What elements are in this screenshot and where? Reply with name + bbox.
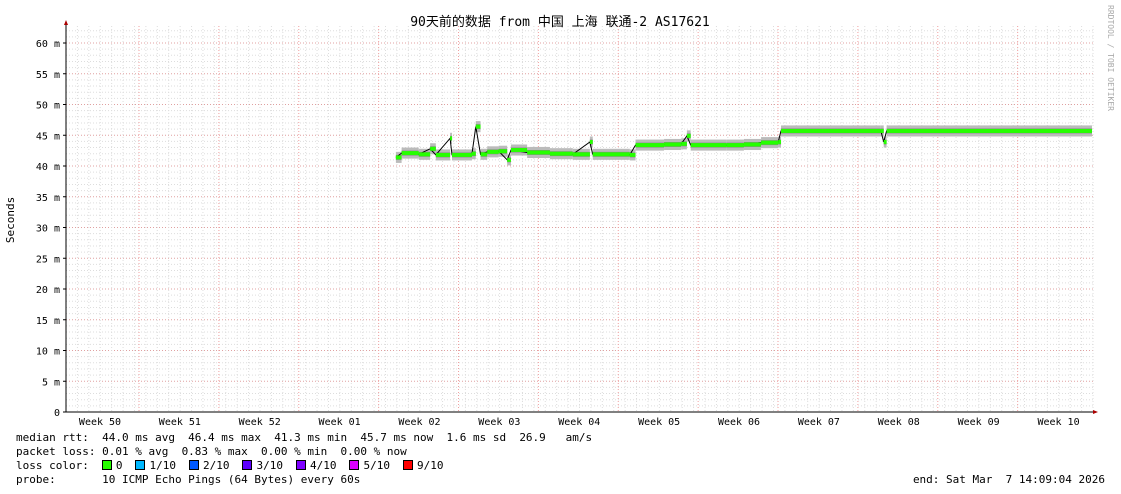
x-tick-label: Week 05 [638,417,680,428]
median-point [452,152,472,157]
end-time: end: Sat Mar 7 14:09:04 2026 [912,473,1105,486]
x-tick-label: Week 03 [478,417,520,428]
loss-color-swatch [135,460,146,470]
median-point [480,152,488,157]
y-axis-arrow [64,20,68,25]
loss-color-item: 1/10 [135,459,176,472]
median-point [681,141,687,146]
y-tick-label: 45 m [36,131,60,142]
x-tick-label: Week 06 [718,417,760,428]
median-point [880,128,884,133]
y-tick-label: 30 m [36,224,60,235]
x-tick-label: Week 02 [398,417,440,428]
median-rtt-stats: median rtt: 44.0 ms avg 46.4 ms max 41.3… [16,431,593,444]
loss-color-item: 4/10 [295,459,337,472]
median-point [475,124,481,129]
median-point [471,151,476,156]
median-point [778,140,782,145]
x-tick-label: Week 52 [239,417,281,428]
chart-title: 90天前的数据 from 中国 上海 联通-2 AS17621 [410,14,710,30]
y-tick-label: 25 m [36,254,60,265]
median-point [395,155,402,160]
x-tick-label: Week 09 [958,417,1000,428]
loss-color-swatch [188,460,199,470]
median-point [401,151,419,156]
median-point [430,146,436,151]
loss-color-item: 9/10 [402,459,444,472]
loss-color-swatch [295,460,306,470]
median-point [664,142,682,147]
loss-color-label: 1/10 [149,459,176,472]
y-tick-label: 55 m [36,70,60,81]
median-point [435,152,451,157]
y-tick-label: 40 m [36,162,60,173]
median-point [686,133,691,138]
loss-color-item: 3/10 [242,459,283,472]
loss-color-legend: loss color: 0 1/10 2/10 3/10 4/10 5/10 9/10 [16,459,456,473]
probe-info: probe: 10 ICMP Echo Pings (64 Bytes) eve… [16,473,361,486]
loss-color-label: loss color: [16,459,89,472]
median-point [690,143,727,148]
loss-color-items: 0 1/10 2/10 3/10 4/10 5/10 9/10 [101,459,457,472]
y-tick-label: 60 m [36,39,60,50]
median-point [761,140,779,145]
median-point [450,136,453,141]
y-axis-label: Seconds [4,197,17,243]
x-tick-label: Week 10 [1037,417,1079,428]
loss-color-label: 2/10 [202,459,230,472]
loss-color-label: 5/10 [363,459,390,472]
median-point [572,152,590,157]
median-point [498,149,508,154]
y-tick-label: 5 m [42,377,60,388]
x-tick-label: Week 04 [558,417,600,428]
median-point [883,140,887,145]
smokeping-chart: 90天前的数据 from 中国 上海 联通-2 AS17621 Seconds … [4,5,1115,428]
x-tick-label: Week 50 [79,417,121,428]
y-tick-label: 0 [54,408,60,419]
loss-color-swatch [101,460,112,470]
y-tick-label: 15 m [36,316,60,327]
median-point [592,152,630,157]
x-tick-label: Week 51 [159,417,201,428]
median-point [527,150,550,155]
watermark: RRDTOOL / TOBI OETIKER [1106,5,1115,111]
median-point [635,143,665,148]
loss-color-label: 0 [115,459,123,472]
median-point [589,140,593,145]
median-point [781,128,881,133]
median-point [726,143,744,148]
loss-color-item: 0 [101,459,123,472]
median-point [886,128,1092,133]
median-point [510,148,528,153]
loss-color-item: 5/10 [349,459,390,472]
x-axis-arrow [1093,410,1098,414]
median-point [507,157,511,162]
loss-color-swatch [242,460,253,470]
median-point [549,151,573,156]
x-tick-label: Week 07 [798,417,840,428]
loss-color-label: 9/10 [416,459,444,472]
y-tick-label: 20 m [36,285,60,296]
y-tick-label: 35 m [36,193,60,204]
packet-loss-stats: packet loss: 0.01 % avg 0.83 % max 0.00 … [16,445,407,458]
loss-color-swatch [402,460,413,470]
median-point [743,142,762,147]
loss-color-swatch [349,460,360,470]
y-tick-label: 50 m [36,101,60,112]
x-tick-label: Week 01 [319,417,361,428]
loss-color-label: 4/10 [309,459,337,472]
y-tick-label: 10 m [36,347,60,358]
median-point [487,149,499,154]
loss-color-item: 2/10 [188,459,230,472]
x-tick-label: Week 08 [878,417,920,428]
loss-color-label: 3/10 [256,459,283,472]
median-point [418,152,431,157]
median-point [629,152,636,157]
